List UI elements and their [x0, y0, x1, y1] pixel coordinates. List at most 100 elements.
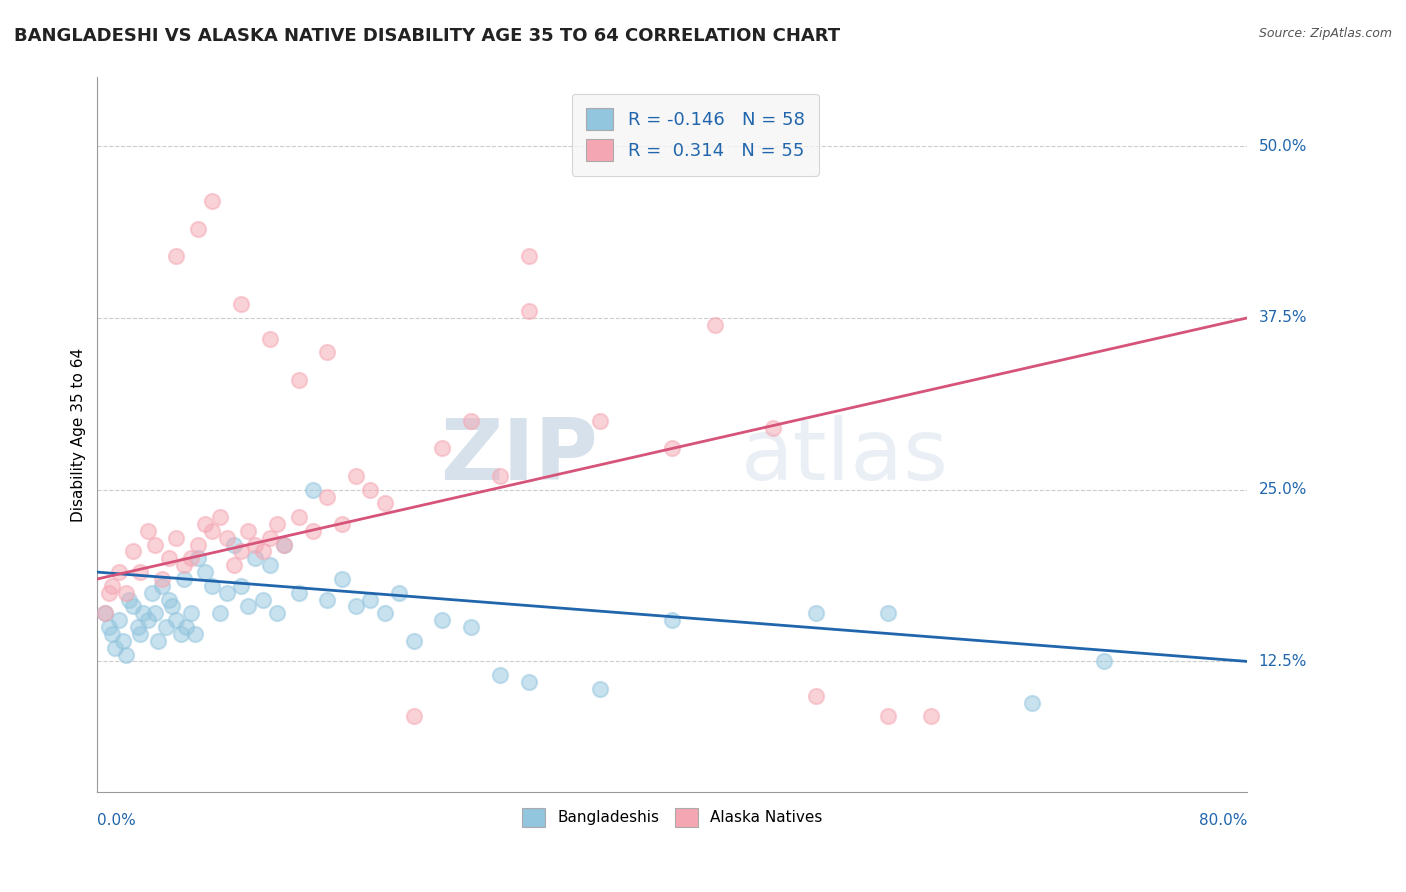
Point [316, 490, 339, 504]
Point [287, 373, 309, 387]
Point [229, 579, 252, 593]
Point [704, 318, 727, 332]
Point [316, 592, 339, 607]
Point [266, 607, 288, 621]
Point [165, 531, 187, 545]
Point [302, 524, 325, 538]
Point [187, 551, 209, 566]
Point [517, 249, 540, 263]
Point [194, 516, 217, 531]
Point [173, 572, 195, 586]
Text: Source: ZipAtlas.com: Source: ZipAtlas.com [1258, 27, 1392, 40]
Point [180, 551, 202, 566]
Point [762, 421, 785, 435]
Point [252, 592, 274, 607]
Text: BANGLADESHI VS ALASKA NATIVE DISABILITY AGE 35 TO 64 CORRELATION CHART: BANGLADESHI VS ALASKA NATIVE DISABILITY … [14, 27, 841, 45]
Point [374, 496, 396, 510]
Point [157, 551, 180, 566]
Point [184, 627, 207, 641]
Point [143, 607, 166, 621]
Point [589, 681, 612, 696]
Point [517, 304, 540, 318]
Point [180, 607, 202, 621]
Point [402, 633, 425, 648]
Point [194, 565, 217, 579]
Point [488, 668, 510, 682]
Point [804, 607, 827, 621]
Point [330, 572, 353, 586]
Point [589, 414, 612, 428]
Point [238, 599, 260, 614]
Point [208, 510, 231, 524]
Point [100, 627, 122, 641]
Point [146, 633, 169, 648]
Point [287, 585, 309, 599]
Y-axis label: Disability Age 35 to 64: Disability Age 35 to 64 [72, 348, 86, 522]
Point [122, 599, 145, 614]
Point [215, 585, 238, 599]
Point [432, 442, 454, 456]
Point [259, 332, 281, 346]
Point [157, 592, 180, 607]
Point [273, 538, 295, 552]
Point [170, 627, 193, 641]
Point [344, 469, 367, 483]
Point [245, 538, 267, 552]
Point [176, 620, 198, 634]
Text: 0.0%: 0.0% [97, 813, 136, 828]
Point [150, 579, 173, 593]
Point [1021, 696, 1043, 710]
Point [155, 620, 177, 634]
Point [388, 585, 411, 599]
Point [302, 483, 325, 497]
Point [112, 633, 135, 648]
Point [129, 565, 152, 579]
Point [93, 607, 115, 621]
Point [115, 585, 138, 599]
Point [129, 627, 152, 641]
Point [187, 538, 209, 552]
Point [165, 613, 187, 627]
Point [208, 607, 231, 621]
Point [804, 689, 827, 703]
Point [488, 469, 510, 483]
Point [165, 249, 187, 263]
Point [136, 613, 159, 627]
Point [108, 613, 131, 627]
Point [287, 510, 309, 524]
Point [432, 613, 454, 627]
Point [273, 538, 295, 552]
Point [252, 544, 274, 558]
Point [266, 516, 288, 531]
Point [187, 221, 209, 235]
Point [229, 297, 252, 311]
Point [460, 620, 482, 634]
Point [374, 607, 396, 621]
Point [173, 558, 195, 573]
Point [920, 709, 942, 723]
Point [143, 538, 166, 552]
Text: 37.5%: 37.5% [1258, 310, 1308, 326]
Point [661, 613, 683, 627]
Point [108, 565, 131, 579]
Text: 25.0%: 25.0% [1258, 483, 1308, 497]
Text: ZIP: ZIP [440, 415, 598, 498]
Point [259, 531, 281, 545]
Point [238, 524, 260, 538]
Point [330, 516, 353, 531]
Point [201, 194, 224, 208]
Point [118, 592, 141, 607]
Point [877, 607, 900, 621]
Point [877, 709, 900, 723]
Text: 12.5%: 12.5% [1258, 654, 1308, 669]
Point [122, 544, 145, 558]
Point [222, 558, 245, 573]
Point [115, 648, 138, 662]
Point [229, 544, 252, 558]
Point [132, 607, 155, 621]
Point [97, 620, 120, 634]
Legend: Bangladeshis, Alaska Natives: Bangladeshis, Alaska Natives [515, 800, 830, 834]
Text: 50.0%: 50.0% [1258, 138, 1308, 153]
Point [259, 558, 281, 573]
Point [222, 538, 245, 552]
